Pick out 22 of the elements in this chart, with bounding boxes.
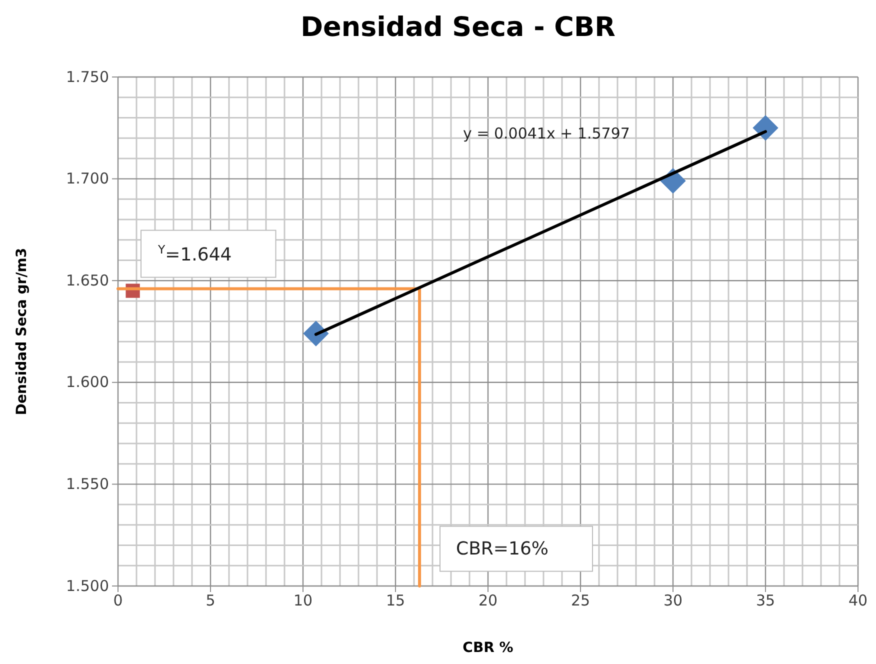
y-tick-label: 1.500 bbox=[66, 576, 109, 595]
point bbox=[752, 115, 778, 141]
y-axis-title: Densidad Seca gr/m3 bbox=[14, 248, 30, 416]
x-tick-label: 25 bbox=[570, 592, 590, 610]
y-tick-label: 1.650 bbox=[66, 271, 109, 290]
x-tick-label: 20 bbox=[478, 592, 498, 610]
x-tick-label: 40 bbox=[848, 592, 868, 610]
annotation: y = 0.0041x + 1.5797 bbox=[463, 124, 630, 142]
x-tick-label: 10 bbox=[293, 592, 313, 610]
chart-title: Densidad Seca - CBR bbox=[300, 12, 616, 43]
x-tick-label: 35 bbox=[756, 592, 776, 610]
annotation: $^{Y}$=1.644 bbox=[157, 242, 232, 266]
x-axis-title: CBR % bbox=[462, 640, 514, 656]
y-tick-label: 1.750 bbox=[66, 68, 109, 86]
y-tick-label: 1.700 bbox=[66, 170, 109, 188]
x-tick-label: 0 bbox=[113, 592, 123, 610]
y-tick-label: 1.600 bbox=[66, 373, 109, 392]
x-tick-label: 30 bbox=[663, 592, 683, 610]
x-tick-label: 5 bbox=[206, 592, 216, 610]
x-tick-label: 15 bbox=[386, 592, 406, 610]
y-tick-label: 1.550 bbox=[66, 475, 109, 493]
annotation: CBR=16% bbox=[456, 538, 549, 560]
